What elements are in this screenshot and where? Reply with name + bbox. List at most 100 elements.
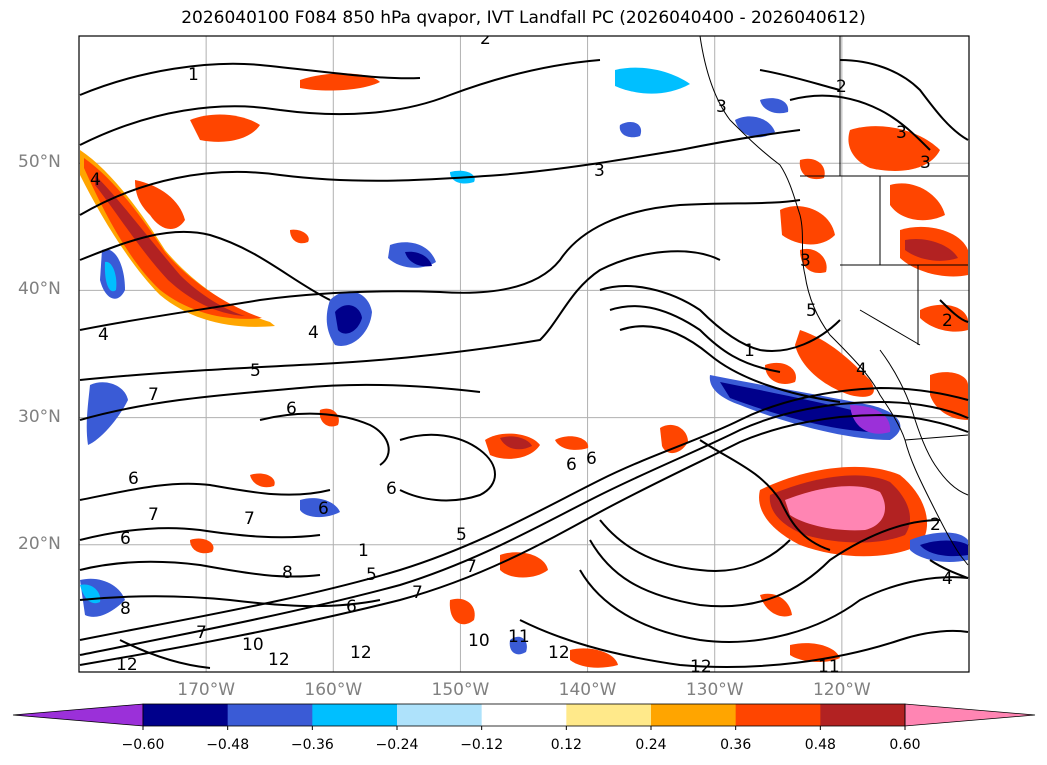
positive-blob bbox=[84, 158, 262, 319]
contour-label: 8 bbox=[120, 599, 131, 619]
contour-lines bbox=[79, 59, 969, 669]
lon-tick-label: 160°W bbox=[304, 680, 363, 700]
contour-label: 7 bbox=[148, 385, 159, 405]
contour-label: 6 bbox=[128, 469, 139, 489]
positive-blob bbox=[290, 229, 309, 244]
colorbar-segment bbox=[312, 704, 398, 726]
positive-blob bbox=[780, 206, 835, 245]
lat-tick-label: 20°N bbox=[18, 533, 61, 554]
positive-blob bbox=[905, 238, 958, 261]
contour-label: 6 bbox=[286, 399, 297, 419]
contour-label: 4 bbox=[308, 323, 319, 343]
contour-line bbox=[699, 439, 831, 551]
contour-label: 5 bbox=[366, 565, 377, 585]
contour-label: 1 bbox=[744, 341, 755, 361]
contour-line bbox=[79, 560, 321, 578]
coastlines bbox=[699, 36, 969, 566]
contour-label: 12 bbox=[690, 657, 712, 677]
positive-blob bbox=[500, 436, 532, 450]
colorbar-tick-label: −0.48 bbox=[206, 737, 250, 753]
contour-line bbox=[619, 325, 841, 403]
contour-label: 3 bbox=[896, 123, 907, 143]
chart-title: 2026040100 F084 850 hPa qvapor, IVT Land… bbox=[181, 8, 866, 28]
contour-label: 6 bbox=[586, 449, 597, 469]
filled-contours bbox=[80, 67, 968, 668]
contour-label: 4 bbox=[942, 569, 953, 589]
positive-blob bbox=[300, 73, 380, 91]
positive-blob bbox=[555, 436, 589, 450]
contour-label: 10 bbox=[242, 635, 264, 655]
contour-label: 8 bbox=[282, 563, 293, 583]
contour-label: 12 bbox=[350, 643, 372, 663]
contour-line bbox=[789, 94, 931, 151]
contour-line bbox=[79, 527, 321, 541]
contour-line bbox=[79, 230, 331, 301]
contour-label: 11 bbox=[818, 657, 840, 677]
colorbar-extend-max bbox=[904, 703, 1036, 727]
negative-blob bbox=[760, 98, 789, 114]
contour-line bbox=[399, 433, 496, 502]
colorbar-segment bbox=[397, 704, 483, 726]
positive-blob bbox=[890, 183, 945, 221]
negative-blob bbox=[920, 540, 968, 557]
positive-blob bbox=[319, 408, 339, 427]
positive-blob bbox=[190, 538, 214, 554]
contour-label: 10 bbox=[468, 631, 490, 651]
lon-tick-label: 150°W bbox=[431, 680, 490, 700]
contour-line bbox=[79, 595, 381, 608]
negative-blob bbox=[619, 122, 642, 138]
colorbar-segment bbox=[227, 704, 313, 726]
plot-area: 2 1 2 3 3 3 3 4 4 4 4 5 6 7 6 6 6 6 6 7 … bbox=[79, 29, 969, 677]
contour-label: 7 bbox=[244, 509, 255, 529]
contour-label: 5 bbox=[456, 525, 467, 545]
lat-tick-label: 50°N bbox=[18, 152, 61, 173]
negative-blob bbox=[509, 636, 527, 655]
contour-label: 4 bbox=[90, 170, 101, 190]
contour-line bbox=[589, 519, 941, 608]
border bbox=[904, 434, 969, 441]
colorbar bbox=[12, 703, 1036, 730]
contour-label: 3 bbox=[800, 251, 811, 271]
contour-line bbox=[79, 383, 481, 421]
contour-line bbox=[939, 299, 969, 323]
colorbar-segment bbox=[481, 704, 567, 726]
contour-label: 5 bbox=[250, 361, 261, 381]
contour-line bbox=[609, 305, 781, 373]
contour-label: 6 bbox=[120, 529, 131, 549]
contour-line bbox=[929, 559, 969, 579]
positive-blob bbox=[135, 180, 185, 230]
positive-blob bbox=[799, 158, 825, 180]
plot-frame bbox=[78, 35, 970, 673]
positive-blob bbox=[920, 304, 968, 332]
contour-label: 7 bbox=[412, 583, 423, 603]
border bbox=[859, 309, 921, 346]
colorbar-tick-label: 0.24 bbox=[635, 737, 667, 753]
positive-blob bbox=[190, 114, 260, 142]
contour-label: 12 bbox=[268, 650, 290, 670]
positive-blob bbox=[449, 598, 475, 625]
contour-label: 7 bbox=[148, 505, 159, 525]
contour-label: 2 bbox=[930, 515, 941, 535]
contour-line bbox=[79, 250, 721, 381]
colorbar-segment bbox=[735, 704, 821, 726]
negative-blob bbox=[850, 405, 891, 434]
lat-tick-label: 40°N bbox=[18, 279, 61, 300]
negative-blob bbox=[104, 261, 117, 292]
contour-label: 5 bbox=[806, 301, 817, 321]
lon-tick-label: 130°W bbox=[685, 680, 744, 700]
colorbar-tick-label: 0.36 bbox=[720, 737, 752, 753]
negative-blob bbox=[735, 116, 775, 138]
positive-blob bbox=[800, 248, 827, 274]
contour-label: 6 bbox=[386, 479, 397, 499]
contour-line bbox=[79, 62, 421, 96]
contour-line bbox=[519, 619, 969, 669]
lon-tick-label: 140°W bbox=[558, 680, 617, 700]
contour-label: 12 bbox=[548, 643, 570, 663]
negative-blob bbox=[300, 498, 340, 518]
lon-tick-label: 120°W bbox=[812, 680, 871, 700]
contour-label: 2 bbox=[480, 29, 491, 49]
lat-tick-label: 30°N bbox=[18, 406, 61, 427]
contour-line bbox=[259, 412, 390, 466]
positive-blob bbox=[765, 362, 796, 385]
negative-blob bbox=[615, 67, 690, 94]
